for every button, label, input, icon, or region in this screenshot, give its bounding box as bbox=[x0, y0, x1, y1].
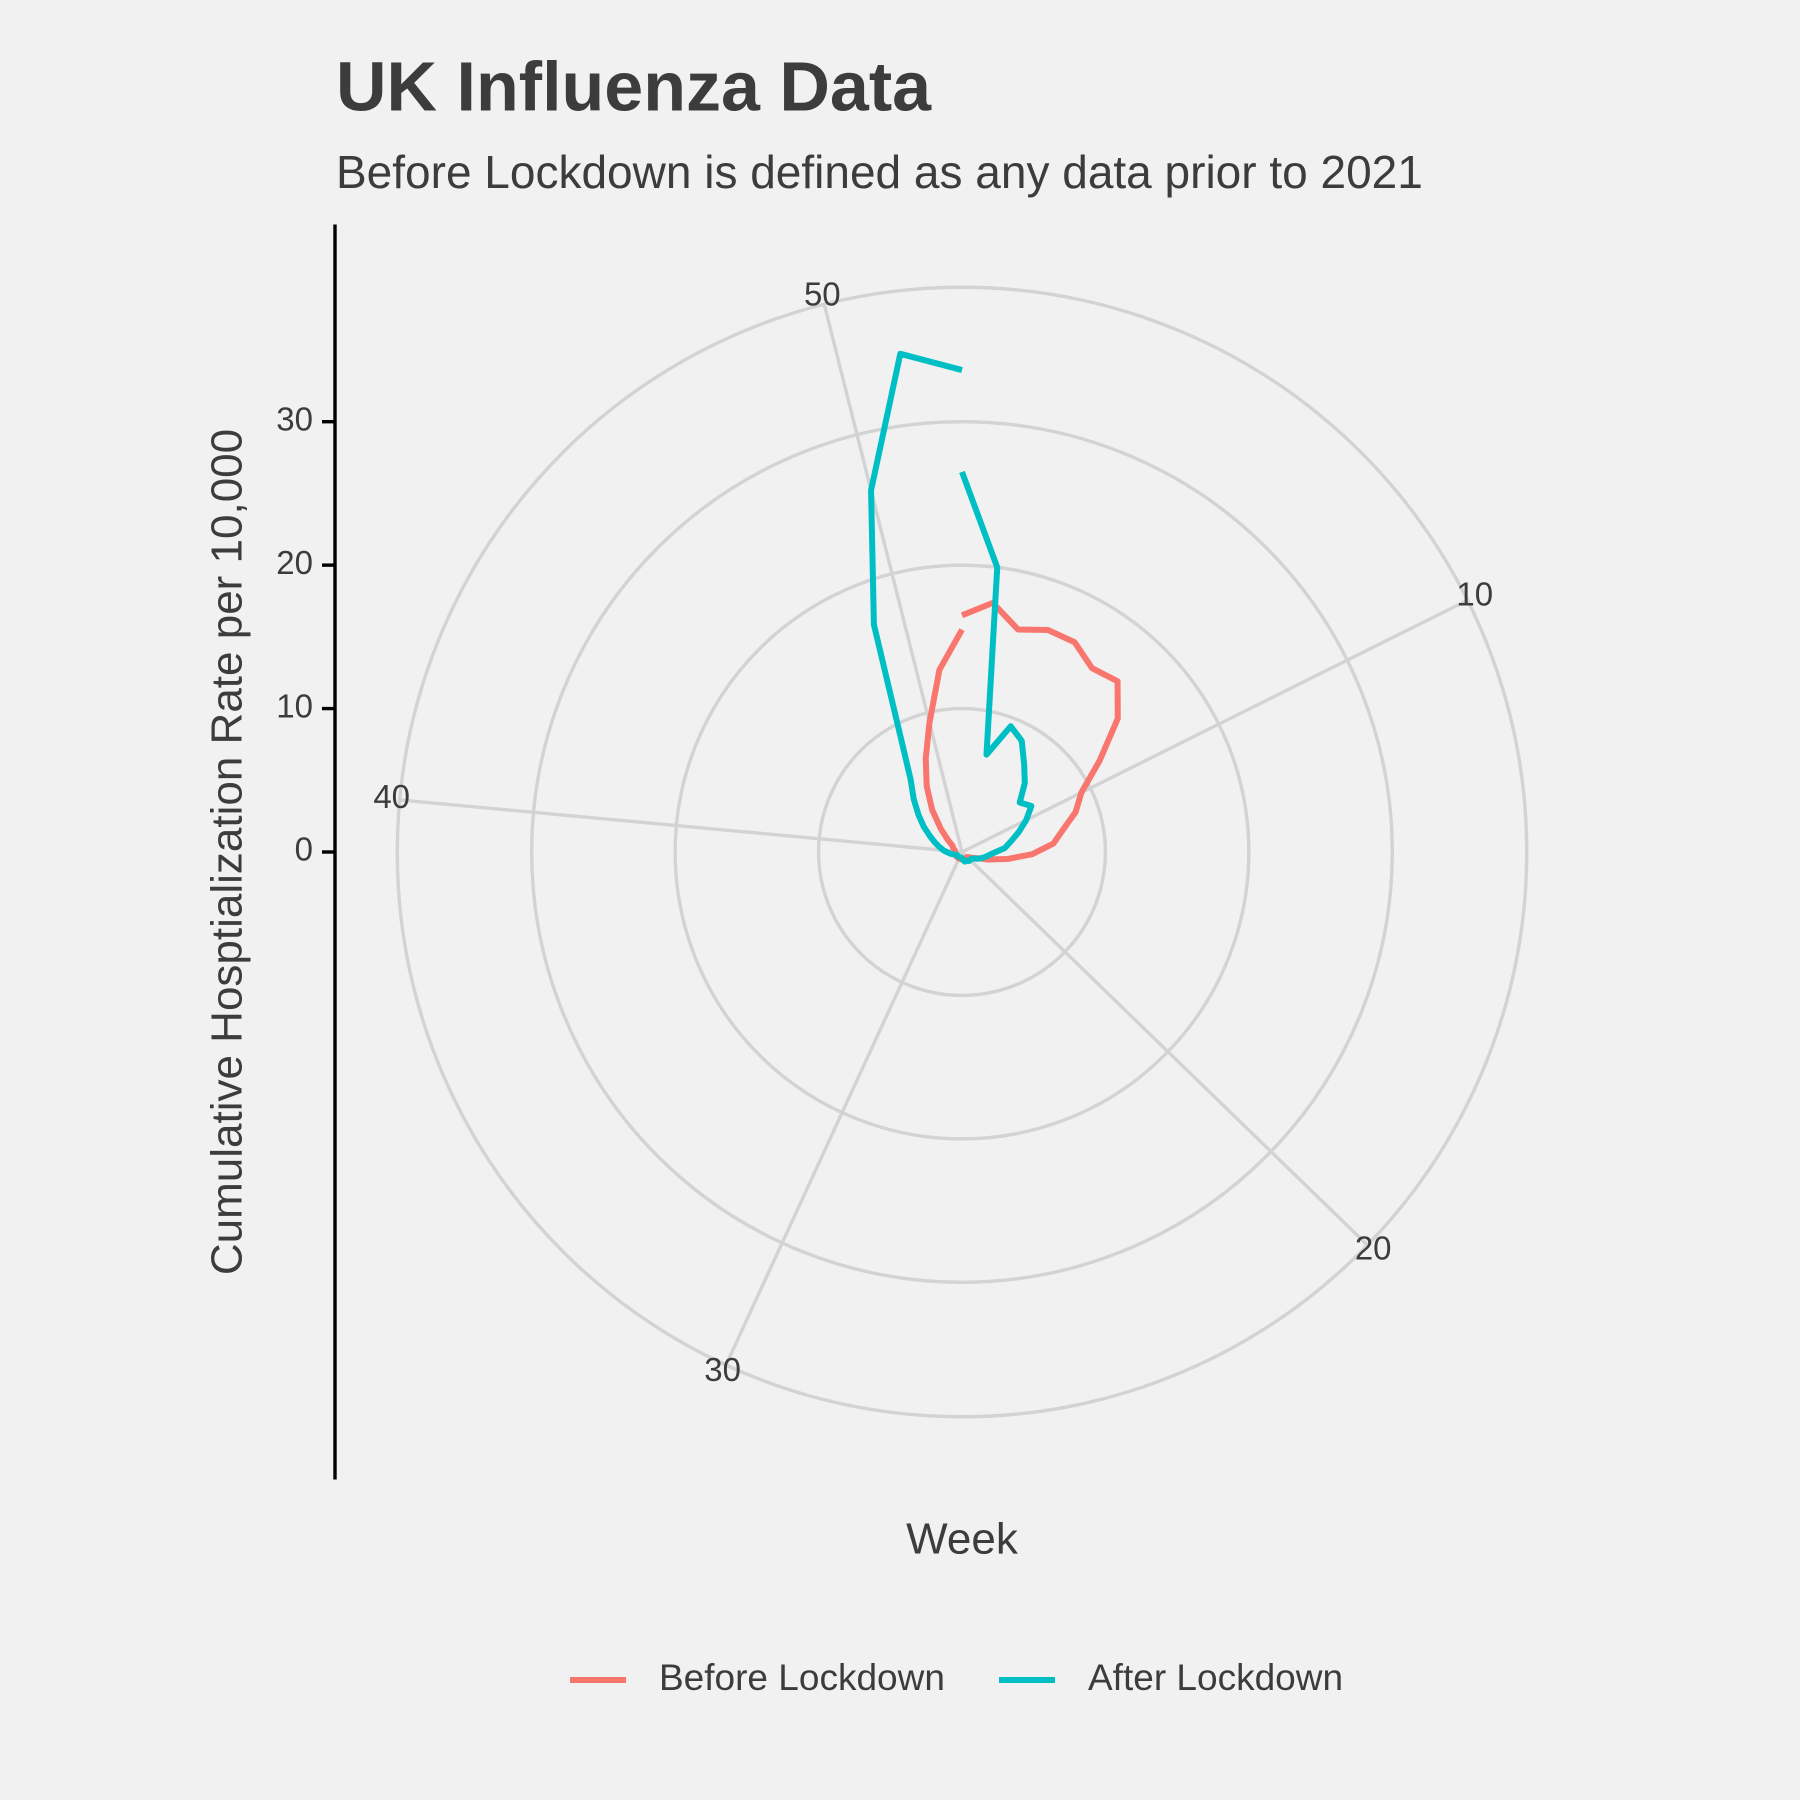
x-tick-label: 10 bbox=[1456, 575, 1493, 612]
legend-label: Before Lockdown bbox=[659, 1657, 945, 1698]
y-tick-label: 20 bbox=[276, 544, 313, 581]
grid-circle bbox=[673, 563, 1251, 1141]
chart-title: UK Influenza Data bbox=[336, 47, 932, 125]
chart-subtitle: Before Lockdown is defined as any data p… bbox=[336, 146, 1423, 198]
x-tick-label: 20 bbox=[1355, 1229, 1392, 1266]
grid-spoke bbox=[399, 798, 963, 854]
grid-spoke bbox=[960, 850, 1369, 1247]
grid-circle bbox=[530, 420, 1394, 1284]
grid-spoke bbox=[961, 598, 1469, 854]
y-tick-label: 30 bbox=[276, 400, 313, 437]
grid-spoke bbox=[724, 851, 964, 1366]
legend: Before Lockdown After Lockdown bbox=[570, 1657, 1343, 1698]
x-tick-label: 50 bbox=[804, 275, 841, 312]
series-line bbox=[868, 350, 1035, 865]
panel-border bbox=[395, 285, 1529, 1419]
y-tick-label: 10 bbox=[276, 687, 313, 724]
grid-spoke bbox=[822, 303, 964, 853]
x-tick-label: 30 bbox=[704, 1351, 741, 1388]
legend-label: After Lockdown bbox=[1088, 1657, 1343, 1698]
y-axis-title: Cumulative Hosptialization Rate per 10,0… bbox=[203, 429, 252, 1275]
y-tick-label: 0 bbox=[295, 831, 313, 868]
grid: 10 20 30 40 50 0 10 20 30 bbox=[276, 224, 1529, 1480]
x-tick-label: 40 bbox=[373, 778, 410, 815]
lines bbox=[868, 350, 1121, 865]
grid-circle bbox=[816, 706, 1108, 998]
x-axis-title: Week bbox=[906, 1515, 1019, 1564]
